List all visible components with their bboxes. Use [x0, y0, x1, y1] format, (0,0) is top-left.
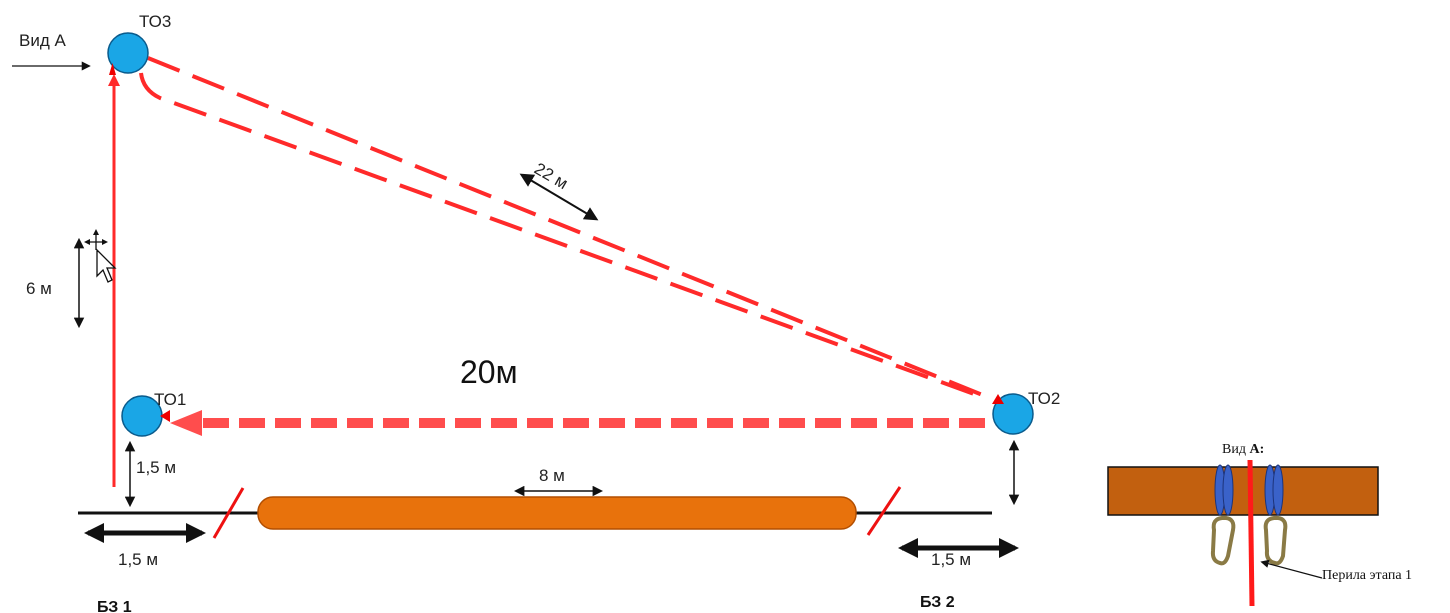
vertical-rope-arrowhead — [108, 74, 120, 86]
dim-log-label: 8 м — [539, 466, 565, 485]
dim-bz2-label: 1,5 м — [931, 550, 971, 569]
node-to1-anchor-icon — [160, 410, 170, 422]
dim-diagonal-label: 22 м — [531, 159, 571, 193]
dim-vertical-label: 6 м — [26, 279, 52, 298]
log — [257, 496, 857, 530]
cut-mark-left — [212, 487, 245, 539]
inset-rope-callout — [1260, 559, 1323, 579]
node-to3 — [107, 32, 149, 74]
label-to3: ТО3 — [139, 12, 171, 31]
dim-bz1-label: 1,5 м — [118, 550, 158, 569]
cut-mark-right — [866, 486, 902, 536]
zone-bz1-label: БЗ 1 — [97, 599, 132, 613]
label-to2: ТО2 — [1028, 389, 1060, 408]
view-a-label: Вид А — [19, 31, 66, 50]
view-a-inset: Вид А: Перила этапа 1 — [1107, 442, 1412, 607]
cursor-icon — [84, 229, 117, 283]
inset-beam — [1107, 466, 1379, 516]
carabiner-right-icon — [1263, 464, 1288, 566]
carabiner-left-icon — [1210, 464, 1236, 566]
diagonal-rope-lower — [139, 72, 986, 400]
inset-title: Вид А: — [1222, 442, 1264, 457]
node-to2-anchor-icon — [992, 394, 1004, 404]
dim-diagonal-arrow — [519, 173, 599, 221]
zone-bz2-label: БЗ 2 — [920, 594, 955, 611]
node-to3-anchor-icon — [109, 63, 116, 75]
label-to1: ТО1 — [154, 390, 186, 409]
diagonal-rope-upper — [147, 56, 991, 400]
inset-rope — [1247, 459, 1255, 607]
traverse-arrowhead — [170, 410, 202, 436]
dim-traverse-label: 20м — [460, 354, 518, 390]
dim-to1-height-label: 1,5 м — [136, 458, 176, 477]
inset-rope-label: Перила этапа 1 — [1322, 568, 1412, 583]
